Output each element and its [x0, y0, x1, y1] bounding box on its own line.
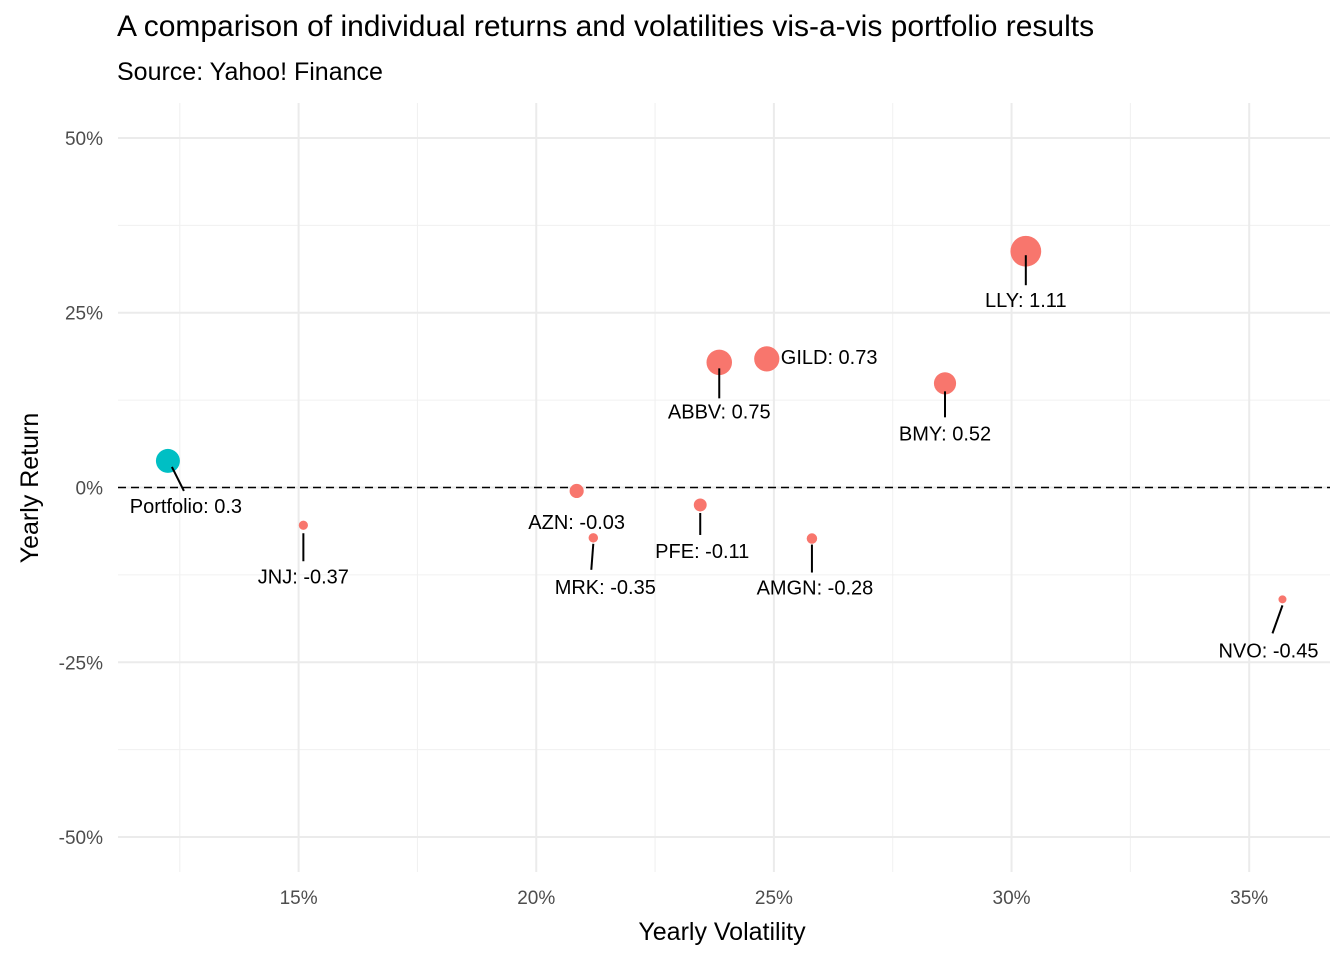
chart-title: A comparison of individual returns and v… — [117, 10, 1095, 43]
point-nvo — [1278, 595, 1287, 604]
leader-line-mrk — [590, 543, 595, 570]
y-tick-label: 0% — [76, 479, 104, 500]
point-labels: Portfolio: 0.3 JNJ: -0.37 AZN: -0.03 MRK: -… — [130, 255, 1318, 662]
x-tick-label: 35% — [1230, 888, 1268, 909]
label-abbv: ABBV: 0.75 — [668, 401, 771, 423]
data-points — [155, 235, 1287, 604]
y-axis-title: Yearly Return — [16, 413, 44, 564]
point-azn — [569, 483, 584, 499]
y-tick-label: 25% — [65, 304, 103, 325]
point-pfe — [693, 498, 707, 512]
point-amgn — [806, 533, 818, 544]
y-tick-label: -25% — [59, 653, 103, 674]
leader-line-portfolio — [171, 466, 185, 492]
x-tick-label: 20% — [517, 888, 555, 909]
label-portfolio: Portfolio: 0.3 — [130, 496, 242, 518]
label-pfe: PFE: -0.11 — [655, 541, 749, 563]
point-mrk — [588, 533, 599, 543]
point-lly — [1010, 235, 1042, 267]
label-lly: LLY: 1.11 — [985, 290, 1067, 312]
label-azn: AZN: -0.03 — [528, 512, 625, 534]
x-axis-title: Yearly Volatility — [638, 918, 806, 946]
point-gild — [754, 346, 780, 372]
label-bmy: BMY: 0.52 — [899, 423, 991, 445]
y-tick-label: 50% — [65, 129, 103, 150]
point-bmy — [933, 372, 957, 395]
label-jnj: JNJ: -0.37 — [258, 566, 349, 588]
label-nvo: NVO: -0.45 — [1218, 640, 1318, 662]
y-tick-label: -50% — [59, 828, 103, 849]
point-portfolio — [155, 448, 180, 473]
x-axis-tick-labels: 15% 20% 25% 30% 35% — [280, 888, 1269, 909]
leader-line-nvo — [1271, 605, 1284, 634]
label-gild: GILD: 0.73 — [781, 347, 878, 369]
x-tick-label: 25% — [755, 888, 793, 909]
point-jnj — [298, 520, 308, 530]
point-abbv — [706, 349, 733, 376]
label-amgn: AMGN: -0.28 — [757, 578, 874, 600]
y-axis-tick-labels: 50% 25% 0% -25% -50% — [59, 129, 103, 849]
chart-subtitle: Source: Yahoo! Finance — [117, 58, 383, 86]
x-tick-label: 15% — [280, 888, 318, 909]
label-mrk: MRK: -0.35 — [555, 577, 656, 599]
minor-gridlines — [118, 103, 1330, 872]
x-tick-label: 30% — [993, 888, 1031, 909]
